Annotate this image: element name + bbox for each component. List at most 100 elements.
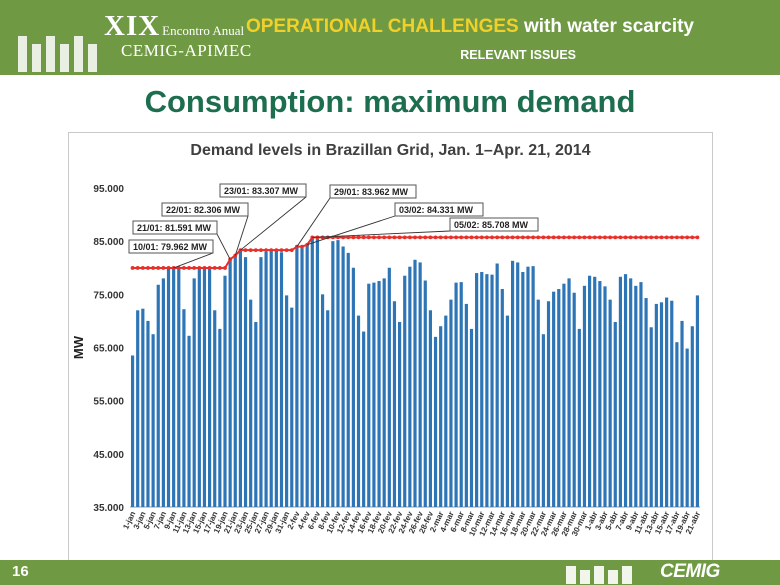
demand-bar <box>151 334 155 507</box>
record-demand-point <box>397 235 402 240</box>
record-demand-point <box>176 266 181 270</box>
demand-bar <box>161 278 165 507</box>
demand-bar <box>367 283 371 507</box>
record-demand-point <box>289 248 294 253</box>
demand-bar <box>521 272 525 507</box>
record-demand-point <box>202 266 207 270</box>
demand-bar <box>187 335 191 507</box>
record-demand-point <box>351 235 356 240</box>
record-demand-point <box>515 235 520 240</box>
record-demand-point <box>223 266 227 270</box>
record-demand-point <box>577 235 582 240</box>
y-tick-label: 45.000 <box>93 450 124 461</box>
demand-bar <box>295 246 299 507</box>
record-demand-point <box>490 235 494 240</box>
annotation-label: 29/01: 83.962 MW <box>334 187 409 197</box>
record-demand-point <box>669 235 674 240</box>
record-demand-point <box>284 248 289 253</box>
y-tick-label: 95.000 <box>93 184 124 195</box>
demand-chart: 35.000 45.000 55.000 65.000 75.000 85.000 95.0… <box>71 183 702 538</box>
demand-bar <box>218 328 222 507</box>
demand-bar <box>444 315 448 507</box>
demand-bar <box>685 348 689 507</box>
demand-bar <box>577 328 581 507</box>
annotation-box <box>394 202 484 217</box>
record-demand-point <box>418 235 423 240</box>
event-name: Encontro Anual <box>162 23 245 38</box>
demand-bar <box>387 267 391 507</box>
record-demand-point <box>151 266 156 270</box>
annotation-leader <box>312 230 451 238</box>
record-demand-point <box>259 248 263 253</box>
record-demand-point <box>459 235 464 240</box>
annotation-leader <box>296 197 331 247</box>
record-demand-point <box>464 235 469 240</box>
record-demand-point <box>695 235 700 240</box>
demand-bar <box>623 274 628 507</box>
demand-bar <box>166 268 171 507</box>
demand-bar <box>382 278 386 507</box>
demand-bar <box>495 263 499 507</box>
record-demand-point <box>664 235 669 240</box>
demand-bar <box>228 259 232 507</box>
demand-bar <box>197 268 201 507</box>
record-demand-point <box>269 248 274 253</box>
demand-bar <box>464 303 468 507</box>
record-demand-point <box>392 235 397 240</box>
record-demand-point <box>649 235 654 240</box>
demand-bar <box>531 266 535 507</box>
record-demand-point <box>474 235 479 240</box>
page-number: 16 <box>12 563 29 580</box>
header-title: OPERATIONAL CHALLENGES with water scarci… <box>246 16 694 38</box>
record-demand-point <box>587 235 592 240</box>
y-tick-label: 75.000 <box>93 290 124 301</box>
demand-bar <box>603 286 607 507</box>
record-demand-point <box>500 235 505 240</box>
record-demand-point <box>479 235 484 240</box>
record-demand-point <box>546 235 551 240</box>
demand-bar <box>459 282 463 507</box>
demand-bar <box>500 289 504 507</box>
record-demand-point <box>556 235 561 240</box>
demand-bar <box>449 299 453 507</box>
record-demand-point <box>685 235 690 240</box>
demand-bar <box>552 291 556 507</box>
annotation-leader <box>234 215 249 256</box>
record-demand-point <box>433 235 438 240</box>
record-demand-point <box>156 266 161 270</box>
record-demand-point <box>217 266 222 270</box>
demand-bar <box>562 283 566 507</box>
record-demand-point <box>659 235 664 240</box>
demand-bar <box>264 251 268 507</box>
cemig-logo-icon <box>566 566 632 584</box>
demand-bar <box>634 285 638 507</box>
annotation-leader <box>240 196 307 251</box>
record-demand-point <box>377 235 381 240</box>
record-demand-point <box>135 266 140 270</box>
demand-bar <box>315 239 320 507</box>
header-title-highlight: OPERATIONAL CHALLENGES <box>246 16 519 37</box>
record-demand-point <box>212 266 217 270</box>
demand-bar <box>341 246 345 507</box>
demand-bar <box>310 237 314 507</box>
demand-bar <box>469 328 474 507</box>
record-demand-point <box>264 248 268 253</box>
footer-band: 16 CEMIG <box>0 560 780 585</box>
demand-bar <box>300 248 304 507</box>
annotation-leader <box>307 215 396 246</box>
record-demand-point <box>366 235 371 240</box>
record-demand-point <box>520 235 525 240</box>
demand-bar <box>392 301 397 507</box>
demand-bar <box>439 326 443 507</box>
record-demand-point <box>680 235 684 240</box>
record-demand-point <box>243 248 248 253</box>
event-logo-icon <box>18 36 97 72</box>
demand-bar <box>629 278 633 507</box>
demand-bar <box>490 274 494 507</box>
record-demand-point <box>146 266 150 270</box>
demand-bar <box>172 267 176 507</box>
record-demand-point <box>644 235 648 240</box>
demand-bar <box>510 260 515 507</box>
demand-bar <box>146 320 150 507</box>
annotation-label: 23/01: 83.307 MW <box>224 186 299 196</box>
